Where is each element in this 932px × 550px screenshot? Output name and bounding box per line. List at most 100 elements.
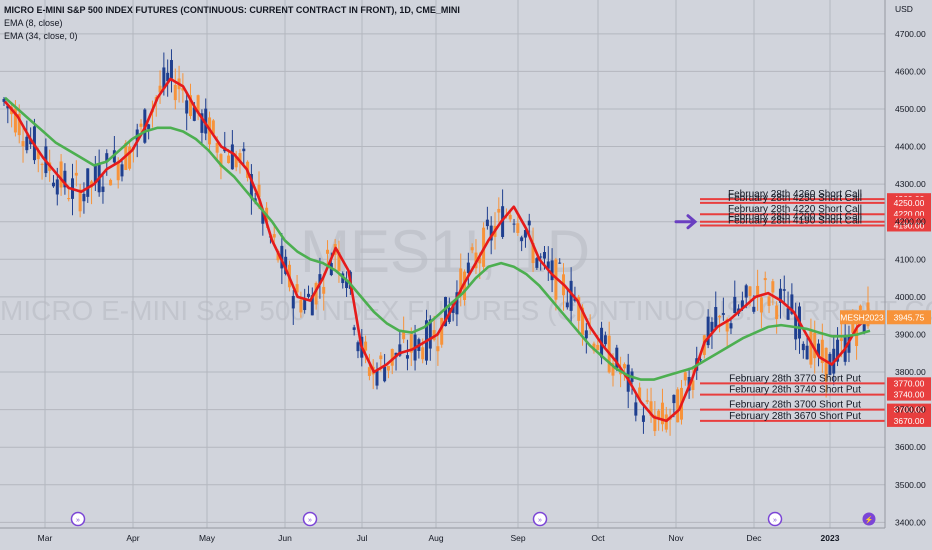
candle-body	[379, 355, 383, 360]
x-tick-label: Mar	[38, 533, 53, 543]
candle-body	[272, 234, 276, 238]
candle	[817, 339, 821, 367]
candle-body	[489, 225, 493, 241]
y-tick-label: 3800.00	[895, 367, 926, 377]
candle-body	[390, 348, 394, 366]
candle-body	[497, 208, 501, 213]
candle	[375, 362, 379, 390]
candle-body	[169, 60, 173, 79]
candle-body	[466, 262, 470, 274]
candle	[660, 388, 664, 432]
candle-body	[74, 172, 78, 176]
candle-body	[162, 67, 166, 89]
level-tag	[887, 414, 931, 427]
candle-body	[6, 105, 10, 109]
candle	[535, 257, 539, 270]
candle-body	[508, 214, 512, 220]
candle	[512, 218, 516, 233]
level-tag-text: 4220.00	[894, 209, 925, 219]
candle-body	[86, 168, 90, 197]
candle-body	[805, 345, 809, 360]
level-label: February 28th 4200 Short Call	[728, 212, 862, 223]
candle-body	[771, 281, 775, 293]
candle-body	[634, 402, 638, 416]
candle-body	[550, 260, 554, 281]
symbol-title: MICRO E-MINI S&P 500 INDEX FUTURES (CONT…	[4, 5, 460, 15]
candle	[824, 347, 828, 398]
candle	[409, 327, 413, 367]
candle-body	[699, 359, 703, 361]
candle	[101, 174, 105, 204]
candle-body	[166, 72, 170, 82]
candle-body	[657, 410, 661, 418]
candle-body	[813, 332, 817, 359]
candle-body	[801, 343, 805, 351]
candle-body	[523, 230, 527, 238]
candle-body	[230, 144, 234, 170]
chart-legend: MICRO E-MINI S&P 500 INDEX FUTURES (CONT…	[4, 4, 460, 43]
candle-body	[611, 363, 615, 376]
candle	[390, 348, 394, 375]
candle	[356, 340, 360, 359]
candle	[782, 275, 786, 304]
candle	[299, 291, 303, 318]
candle	[242, 142, 246, 168]
price-tag-text: 3945.75	[894, 312, 925, 322]
level-tag-text: 3740.00	[894, 390, 925, 400]
candle	[367, 353, 371, 381]
candle-body	[356, 342, 360, 352]
candle	[527, 213, 531, 234]
candle	[676, 387, 680, 423]
candle-body	[638, 387, 642, 400]
ema8-legend[interactable]: EMA (8, close)	[4, 18, 63, 28]
candle-body	[676, 389, 680, 423]
candle-body	[428, 319, 432, 349]
candle	[86, 168, 90, 203]
candle-body	[649, 401, 653, 416]
candle-body	[40, 163, 44, 165]
candle-body	[367, 367, 371, 376]
candle-body	[291, 295, 295, 309]
candle	[649, 387, 653, 423]
candle	[565, 289, 569, 310]
candle	[683, 370, 687, 386]
candle	[554, 257, 558, 311]
candle-body	[615, 347, 619, 368]
candle-body	[303, 298, 307, 311]
candle-body	[592, 343, 596, 351]
level-tag	[887, 388, 931, 401]
candle-body	[809, 329, 813, 365]
level-label: February 28th 3700 Short Put	[729, 400, 861, 411]
candle-body	[211, 120, 215, 134]
candle	[63, 163, 67, 195]
candle	[485, 206, 489, 230]
candle-body	[386, 365, 390, 371]
candle-body	[733, 296, 737, 314]
event-icon-glyph: »	[773, 517, 777, 524]
candle-body	[478, 257, 482, 264]
candle-body	[25, 136, 29, 151]
price-level: February 28th 3740 Short Put 3740.00	[700, 385, 931, 401]
y-tick-label: 4100.00	[895, 254, 926, 264]
ema8-line	[4, 77, 871, 423]
event-icon-glyph: »	[76, 517, 80, 524]
candle-body	[398, 344, 402, 356]
candle	[112, 136, 116, 165]
candle	[466, 252, 470, 287]
candle-body	[364, 341, 368, 351]
candle	[402, 316, 406, 344]
candle	[820, 323, 824, 373]
level-label: February 28th 3770 Short Put	[729, 373, 861, 384]
candle-body	[584, 330, 588, 339]
event-icon-circle	[767, 511, 783, 527]
ema34-legend[interactable]: EMA (34, close, 0)	[4, 31, 78, 41]
candle-body	[318, 274, 322, 284]
overlays: MESH2023 3945.75 » » » » ⚡	[70, 214, 931, 527]
level-label: February 28th 4190 Short Call	[728, 215, 862, 226]
level-tag-text: 3700.00	[894, 405, 925, 415]
candle	[843, 322, 847, 366]
x-tick-label: Dec	[746, 533, 762, 543]
candle-body	[527, 220, 531, 226]
price-tag	[887, 310, 931, 325]
